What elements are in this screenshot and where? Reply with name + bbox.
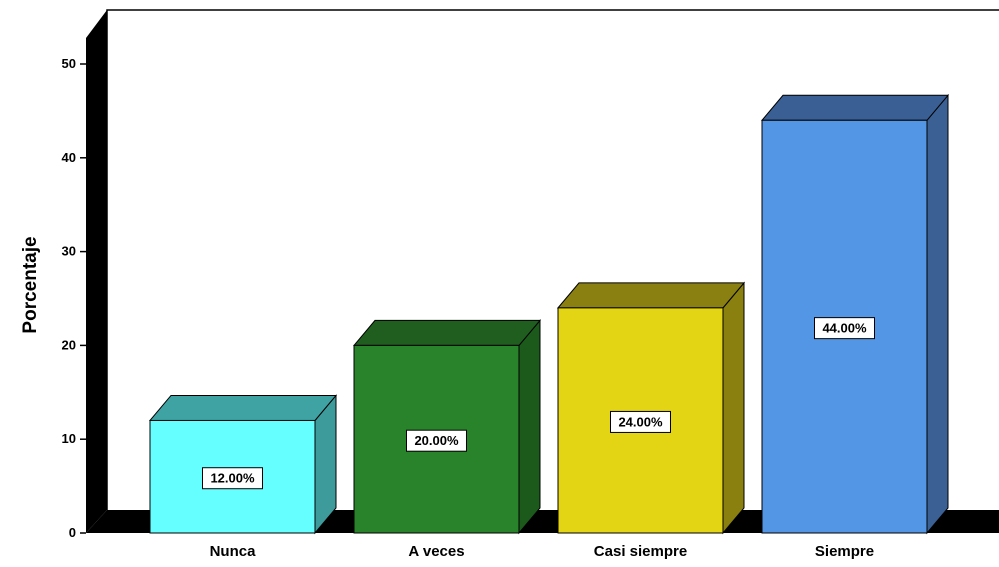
bar-side: [518, 319, 541, 535]
x-category-label: Siempre: [815, 543, 874, 560]
x-category-label: Nunca: [210, 543, 257, 560]
bar-top: [352, 319, 542, 346]
bar-side: [926, 93, 949, 535]
bar-top: [148, 394, 338, 421]
bar-top: [556, 282, 746, 309]
left-wall: [86, 10, 107, 533]
bar: 44.00%: [760, 93, 950, 535]
y-tick-label: 20: [62, 337, 76, 352]
y-tick-label: 50: [62, 56, 76, 71]
data-label: 20.00%: [414, 433, 459, 448]
y-axis-ticks: 0 10 20 30 40 50: [62, 56, 86, 540]
bar: 24.00%: [556, 281, 746, 535]
bar: 20.00%: [352, 319, 542, 535]
bar-top: [760, 94, 950, 121]
y-tick-label: 40: [62, 150, 76, 165]
x-category-label: A veces: [408, 543, 464, 560]
bar-side: [722, 281, 745, 535]
x-category-label: Casi siempre: [594, 543, 687, 560]
data-label: 44.00%: [822, 321, 867, 336]
y-axis-label: Porcentaje: [20, 236, 41, 333]
data-label-box: [610, 410, 671, 433]
data-label-box: [814, 317, 875, 340]
bar: 12.00%: [148, 394, 338, 535]
y-tick-label: 30: [62, 244, 76, 259]
category-labels: Nunca A veces Casi siempre Siempre: [210, 543, 875, 560]
y-tick-label: 0: [69, 525, 76, 540]
data-label-box: [406, 429, 467, 452]
data-label: 12.00%: [210, 471, 255, 486]
data-label-box: [202, 467, 263, 490]
data-label: 24.00%: [618, 414, 663, 429]
bars-group: 12.00% 20.00% 24.00% 44.00%: [148, 93, 950, 535]
y-tick-label: 10: [62, 431, 76, 446]
